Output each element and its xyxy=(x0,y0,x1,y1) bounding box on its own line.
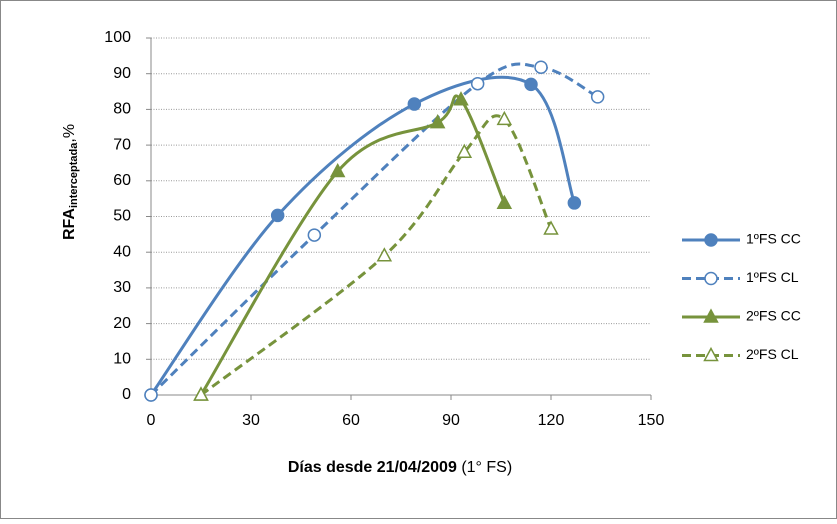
x-tick-label: 90 xyxy=(442,412,460,429)
y-tick-label: 80 xyxy=(113,101,131,118)
data-point xyxy=(329,162,346,178)
data-point xyxy=(453,91,469,106)
legend-marker xyxy=(704,271,718,286)
y-label-main: RFA xyxy=(61,208,78,240)
y-tick-label: 0 xyxy=(122,386,131,403)
x-axis-label: Días desde 21/04/2009 (1° FS) xyxy=(288,459,512,476)
data-point xyxy=(456,143,473,158)
y-tick-label: 40 xyxy=(113,243,131,260)
data-point xyxy=(307,228,322,242)
data-point xyxy=(144,388,158,402)
y-tick-label: 50 xyxy=(113,208,131,225)
data-point xyxy=(534,60,548,75)
series-line xyxy=(149,75,576,396)
legend-marker xyxy=(703,346,719,362)
data-point xyxy=(567,196,582,210)
data-point xyxy=(429,114,446,129)
data-point xyxy=(496,194,513,210)
x-tick-label: 30 xyxy=(242,412,260,429)
y-label-suffix: ,% xyxy=(61,124,78,143)
x-label-normal: (1° FS) xyxy=(461,459,512,476)
legend-marker xyxy=(703,308,719,323)
y-tick-label: 90 xyxy=(113,65,131,82)
data-point xyxy=(407,97,422,111)
series-line xyxy=(200,114,553,397)
data-point xyxy=(590,90,605,104)
x-tick-label: 0 xyxy=(147,412,156,429)
x-tick-label: 60 xyxy=(342,412,360,429)
x-tick-label: 150 xyxy=(638,412,665,429)
legend-label: 2ºFS CL xyxy=(746,346,799,362)
y-tick-label: 30 xyxy=(113,279,131,296)
legend-marker xyxy=(704,233,718,247)
data-point xyxy=(524,77,538,92)
y-tick-label: 70 xyxy=(113,136,131,153)
series-line xyxy=(199,94,506,396)
data-point xyxy=(270,208,285,223)
y-tick-label: 60 xyxy=(113,172,131,189)
y-axis-label: RFAinterceptada,% xyxy=(61,124,80,240)
data-point xyxy=(470,76,485,91)
data-point xyxy=(496,110,513,126)
y-label-sub: interceptada xyxy=(68,142,80,208)
data-point xyxy=(543,220,559,235)
y-tick-label: 100 xyxy=(104,29,131,46)
y-tick-label: 10 xyxy=(113,351,131,368)
legend-label: 1ºFS CC xyxy=(746,231,801,247)
x-label-bold: Días desde 21/04/2009 xyxy=(288,459,457,476)
legend-label: 1ºFS CL xyxy=(746,269,799,285)
data-point xyxy=(376,247,393,262)
data-point xyxy=(193,386,209,401)
legend-label: 2ºFS CC xyxy=(746,308,801,324)
x-tick-label: 120 xyxy=(538,412,565,429)
y-tick-label: 20 xyxy=(113,315,131,332)
